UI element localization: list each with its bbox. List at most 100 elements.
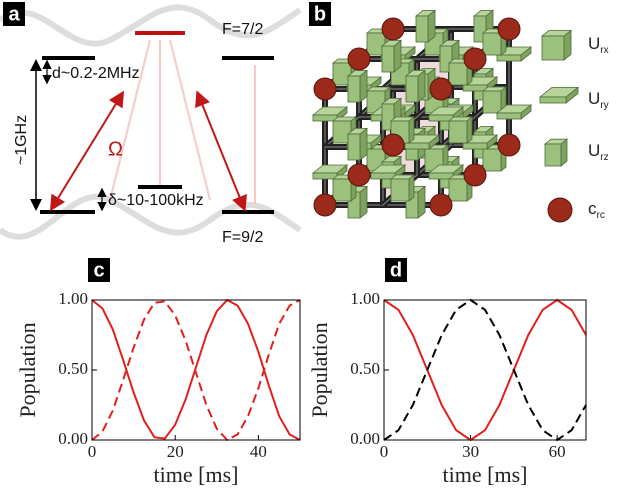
tensor-box [428, 172, 454, 180]
corner-tensor [463, 163, 487, 187]
panel-label: a [8, 3, 20, 25]
tensor-box [496, 112, 522, 120]
x-tick-label: 40 [250, 442, 267, 461]
tensor-box [560, 138, 568, 167]
level-diagram: F=7/2 d~0.2-2MHz ~1GHz Ω δ~10-100kHz F=9… [0, 4, 302, 246]
tensor-box [415, 15, 429, 43]
corner-tensor [429, 193, 453, 217]
data-line [383, 298, 587, 442]
tensor-box [482, 148, 502, 172]
legend-label: crc [588, 199, 605, 220]
splitting-label: d~0.2-2MHz [52, 65, 140, 82]
tensor-box [428, 114, 454, 122]
x-tick-label: 60 [549, 442, 566, 461]
manifold-label: F=9/2 [222, 229, 263, 246]
legend-label: Ury [588, 89, 609, 110]
y-axis-label: Population [307, 322, 332, 417]
plot-frame [91, 299, 301, 441]
tensor-box [359, 185, 368, 219]
corner-tensor [381, 17, 405, 41]
tensor-box [370, 172, 396, 180]
tensor-box [417, 185, 426, 219]
tensor-box [312, 114, 338, 122]
y-tick-label: 1.00 [58, 289, 88, 308]
tensor-box [312, 172, 338, 180]
lattice [311, 9, 533, 219]
y-tick-label: 1.00 [350, 289, 380, 308]
rabi-label: Ω [108, 138, 123, 160]
legend-subscript: rc [597, 210, 605, 221]
corner-tensor [429, 77, 453, 101]
legend-symbol: U [588, 34, 600, 53]
tensor-box [359, 127, 368, 161]
legend-subscript: rx [600, 45, 608, 56]
tensor-box [448, 120, 468, 144]
tensor-box [359, 69, 368, 103]
legend-subscript: rz [600, 152, 608, 163]
corner-tensor [347, 163, 371, 187]
panel-label: c [93, 259, 104, 281]
legend-sphere [547, 197, 573, 223]
tensor-box [405, 75, 419, 103]
panel-label: b [314, 3, 326, 25]
background-wave [0, 4, 302, 47]
x-axis-label: time [ms] [154, 462, 239, 487]
tensor-box [544, 143, 562, 167]
data-line [91, 299, 301, 442]
tensor-box [381, 45, 395, 73]
raman-arrow [195, 90, 247, 212]
tensor-box [390, 178, 410, 202]
tensor-box [563, 29, 572, 61]
manifold-label: F=7/2 [222, 21, 263, 38]
tensor-box [404, 142, 430, 150]
background-wave [0, 193, 302, 240]
tensor-box [462, 84, 488, 92]
tensor-box [496, 54, 522, 62]
tensor-box [448, 178, 468, 202]
x-tick-label: 20 [167, 442, 184, 461]
tensor-box [347, 75, 361, 103]
gap-label: ~1GHz [13, 115, 30, 165]
tensor-box [417, 69, 426, 103]
panel-label-box [309, 2, 331, 26]
tensor-box [539, 96, 567, 104]
plot-frame [383, 299, 587, 441]
y-axis-label: Population [15, 322, 40, 417]
legend-symbol: c [588, 199, 597, 218]
x-axis-label: time [ms] [443, 462, 528, 487]
corner-tensor [497, 17, 521, 41]
tensor-box [347, 133, 361, 161]
raman-arrow [49, 90, 125, 212]
panel-label-box [88, 258, 110, 282]
corner-tensor [313, 77, 337, 101]
tensor-box [448, 62, 468, 86]
tensor-box [393, 39, 402, 73]
tensor-box [408, 116, 415, 144]
corner-tensor [381, 133, 405, 157]
tensor-box [541, 35, 565, 61]
y-tick-label: 0.00 [350, 429, 380, 448]
y-tick-label: 0.50 [350, 359, 380, 378]
corner-tensor [463, 47, 487, 71]
tensor-box [466, 116, 473, 144]
y-tick-label: 0.00 [58, 429, 88, 448]
tensor-box [482, 32, 502, 56]
corner-tensor [313, 193, 337, 217]
legend-label: Urz [588, 141, 609, 162]
corner-tensor [497, 133, 521, 157]
legend-symbol: U [588, 89, 600, 108]
tensor-box [462, 142, 488, 150]
tensor-box [332, 178, 352, 202]
panel-label: d [390, 259, 402, 281]
legend-label: Urx [588, 34, 609, 55]
panel-label-box [385, 258, 407, 282]
legend-symbol: U [588, 141, 600, 160]
panel-label-box [3, 2, 25, 26]
x-tick-label: 0 [380, 442, 389, 461]
data-line [383, 298, 587, 442]
tensor-box [427, 9, 436, 43]
y-tick-label: 0.50 [58, 359, 88, 378]
splitting-label: δ~10-100kHz [108, 192, 204, 209]
